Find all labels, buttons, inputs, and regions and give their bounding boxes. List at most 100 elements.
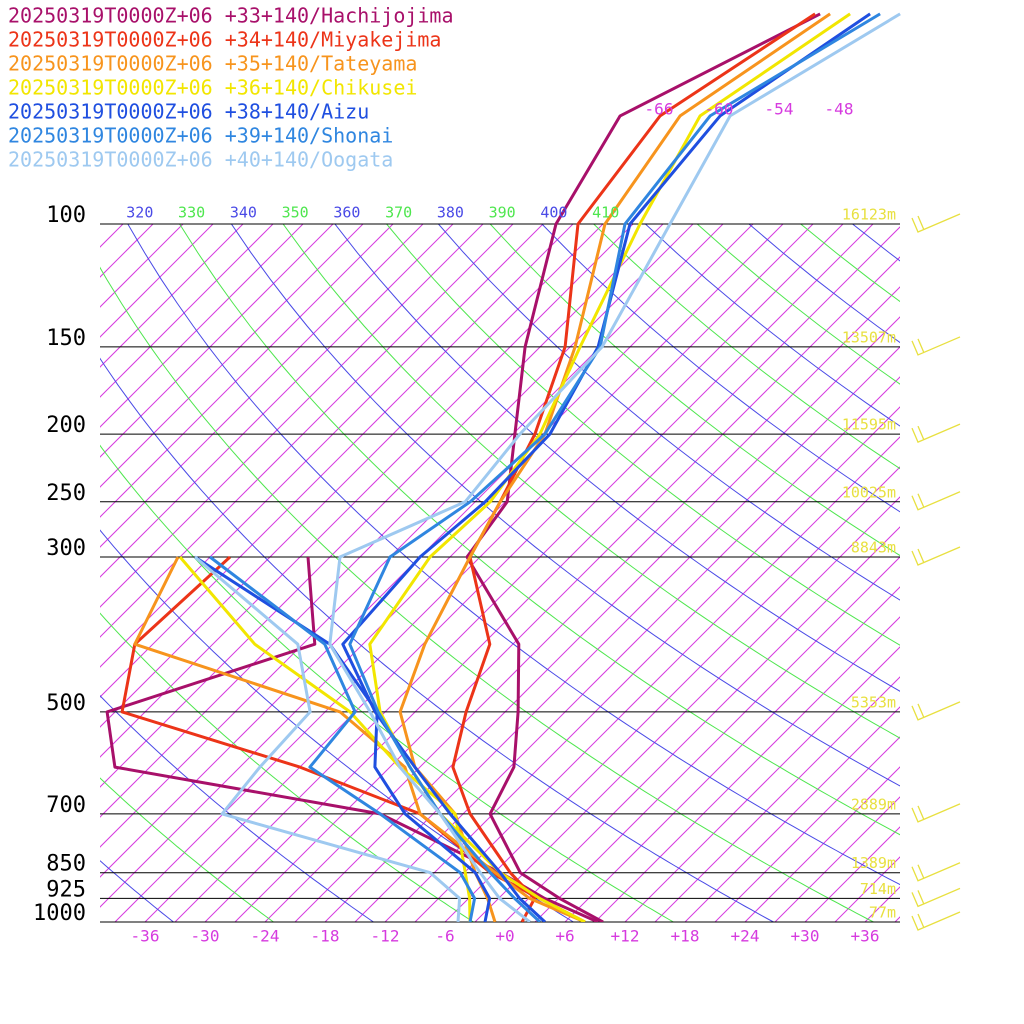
legend-entry: 20250319T0000Z+06 +36+140/Chikusei [8,76,417,100]
temperature-line [328,12,901,922]
pressure-label: 1000 [33,901,86,926]
x-tick-label: +24 [731,927,760,946]
x-tick-label: -12 [371,927,400,946]
top-tick-label: -66 [645,100,674,119]
wind-barb [911,887,961,908]
isotherm [774,796,900,922]
isotherm [384,406,900,922]
wind-barb [911,546,961,566]
height-label: 16123m [842,206,896,224]
isotherm [100,224,454,578]
isotherm [564,586,900,922]
pressure-label: 100 [46,203,86,228]
theta-label: 320 [126,204,153,222]
pressure-label: 250 [46,481,86,506]
isotherm [100,224,244,368]
wind-barb [911,213,961,233]
wind-barb [911,701,961,721]
isotherm [354,376,900,922]
theta-label: 330 [178,204,205,222]
isotherm [100,224,514,638]
isotherm [444,466,900,922]
pressure-grid [100,223,900,923]
isotherm [114,224,814,922]
height-label: 714m [860,880,896,898]
legend-entry: 20250319T0000Z+06 +33+140/Hachijojima [8,4,454,28]
wind-barb [911,336,961,356]
height-label: 10025m [842,483,896,501]
height-label: 1389m [851,854,896,872]
pressure-label: 700 [46,793,86,818]
theta-label: 370 [385,204,412,222]
isotherm [654,676,900,922]
x-tick-label: -30 [191,927,220,946]
height-label: 13507m [842,328,896,346]
top-tick-label: -54 [765,100,794,119]
legend-entry: 20250319T0000Z+06 +34+140/Miyakejima [8,28,441,52]
temperature-line [348,12,881,922]
labels: 320 330 340 350 360 370 380 390 400 410 100 150 200 2… [8,4,961,946]
height-label: 5353m [851,693,896,711]
x-tick-label: +30 [791,927,820,946]
temperature-line [341,12,871,922]
isotherm [504,526,900,922]
isotherm [100,224,424,548]
theta-label: 380 [437,204,464,222]
isotherm [100,224,274,398]
isotherm [204,226,900,922]
isotherm [100,224,664,788]
height-label: 11595m [842,416,896,434]
pressure-label: 300 [46,536,86,561]
x-tick-label: +0 [495,927,514,946]
x-tick-label: -18 [311,927,340,946]
isotherm [100,224,634,758]
dewpoint-line [178,556,472,922]
isotherm [594,616,900,922]
pressure-label: 200 [46,413,86,438]
x-tick-label: +18 [671,927,700,946]
isotherm [714,736,900,922]
dewpoint-line [133,556,586,922]
isotherm [624,646,900,922]
isotherm [100,224,484,608]
isotherm [684,706,900,922]
height-label: 77m [869,904,896,922]
x-tick-label: -6 [435,927,454,946]
x-tick-label: +6 [555,927,574,946]
dewpoint-line [105,556,599,922]
isotherm [234,256,900,922]
isotherm [534,556,900,922]
pressure-label: 500 [46,691,86,716]
isotherm [100,224,364,488]
theta-label: 350 [282,204,309,222]
isotherm [100,224,394,518]
height-label: 8843m [851,539,896,557]
legend-entry: 20250319T0000Z+06 +40+140/Oogata [8,148,393,172]
theta-label: 400 [540,204,567,222]
theta-label: 390 [489,204,516,222]
theta-label: 360 [333,204,360,222]
isotherm [100,224,334,458]
pressure-label: 150 [46,326,86,351]
theta-label: 410 [592,204,619,222]
theta-label: 340 [230,204,257,222]
isotherm [264,286,900,922]
dewpoint-line [209,555,477,922]
legend-entry: 20250319T0000Z+06 +39+140/Shonai [8,124,393,148]
top-tick-label: -48 [825,100,854,119]
isotherm [144,224,844,922]
wind-barb [911,862,961,882]
isotherm [414,436,900,922]
top-tick-label: -60 [705,100,734,119]
isotherm [174,224,874,922]
x-tick-label: -36 [131,927,160,946]
x-tick-label: -24 [251,927,280,946]
wind-barb [911,423,961,443]
height-label: 2889m [851,795,896,813]
isotherm [100,224,304,428]
pressure-label: 925 [46,877,86,902]
x-tick-label: +36 [851,927,880,946]
temperature-line [465,12,821,922]
wind-barb [911,803,961,823]
legend-entry: 20250319T0000Z+06 +35+140/Tateyama [8,52,417,76]
